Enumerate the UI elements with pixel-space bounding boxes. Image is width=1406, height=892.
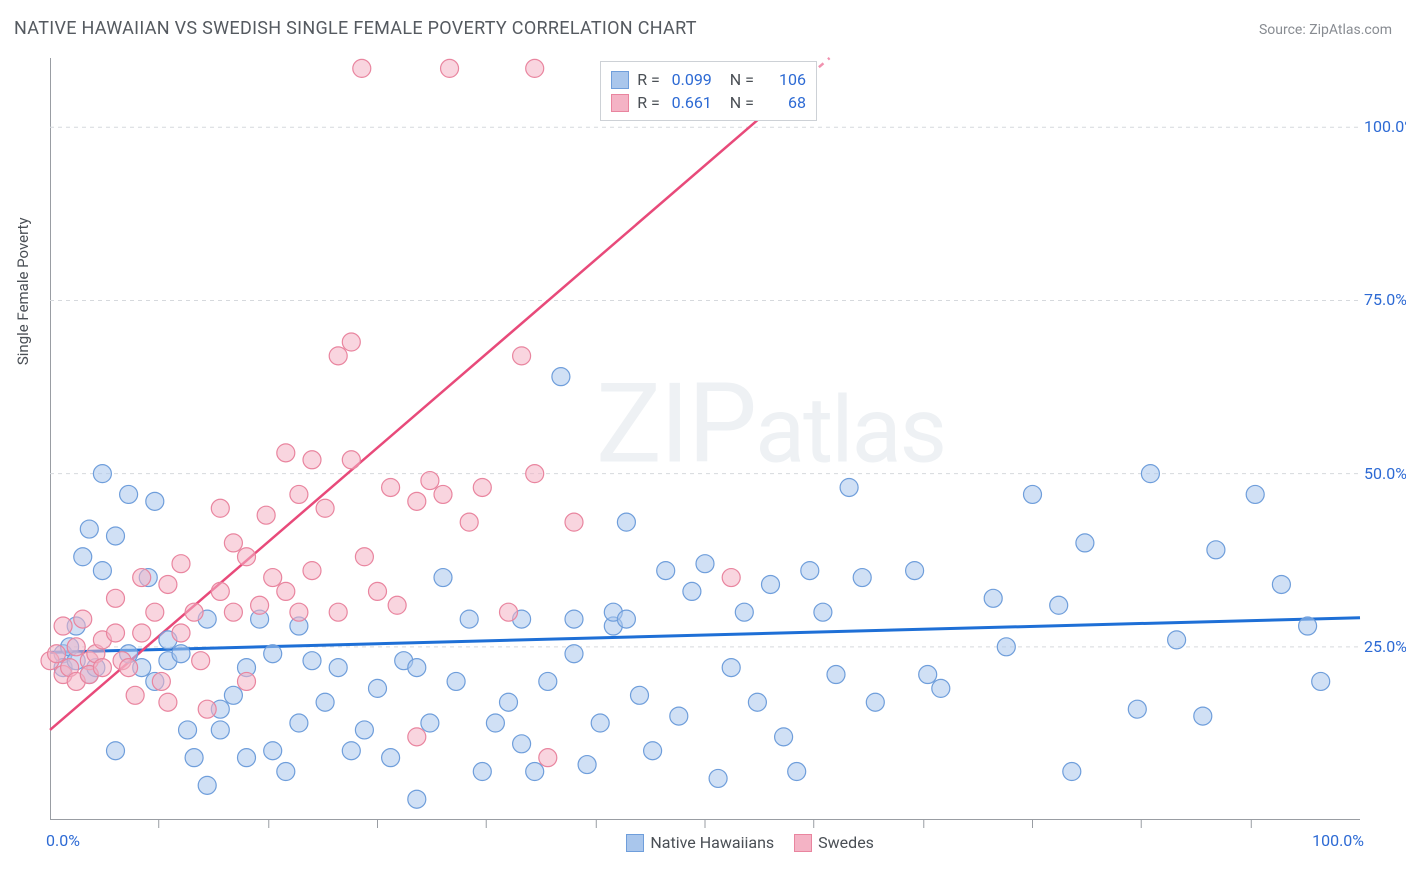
bottom-legend: Native Hawaiians Swedes [626,833,874,852]
legend-swatch [611,71,629,89]
y-tick-label: 50.0% [1364,464,1406,483]
y-tick-label: 100.0% [1364,117,1406,136]
x-tick-label: 0.0% [46,831,80,850]
stat-r-value: 0.661 [668,93,712,112]
legend-item: Swedes [794,833,874,852]
stats-row: R = 0.099 N = 106 [611,68,806,91]
stat-n-label: N = [730,93,754,112]
y-tick-label: 25.0% [1364,637,1406,656]
y-tick-label: 75.0% [1364,290,1406,309]
stat-n-value: 106 [762,70,806,89]
legend-swatch [611,94,629,112]
stat-r-label: R = [637,70,660,89]
stats-row: R = 0.661 N = 68 [611,91,806,114]
legend-swatch [626,834,644,852]
scatter-plot [50,58,1360,820]
source-link[interactable]: ZipAtlas.com [1309,22,1392,38]
chart-area: ZIPatlas Single Female Poverty 25.0%50.0… [50,58,1360,820]
legend-swatch [794,834,812,852]
chart-header: NATIVE HAWAIIAN VS SWEDISH SINGLE FEMALE… [14,18,1392,39]
legend-item: Native Hawaiians [626,833,774,852]
stat-r-label: R = [637,93,660,112]
source-prefix: Source: [1259,22,1306,38]
y-axis-title: Single Female Poverty [14,217,32,365]
legend-label: Swedes [818,833,874,852]
stat-r-value: 0.099 [668,70,712,89]
stat-n-label: N = [730,70,754,89]
x-tick-label: 100.0% [1312,831,1364,850]
chart-source: Source: ZipAtlas.com [1259,22,1392,38]
stats-box: R = 0.099 N = 106 R = 0.661 N = 68 [600,61,817,121]
stat-n-value: 68 [762,93,806,112]
chart-title: NATIVE HAWAIIAN VS SWEDISH SINGLE FEMALE… [14,18,697,39]
legend-label: Native Hawaiians [650,833,774,852]
